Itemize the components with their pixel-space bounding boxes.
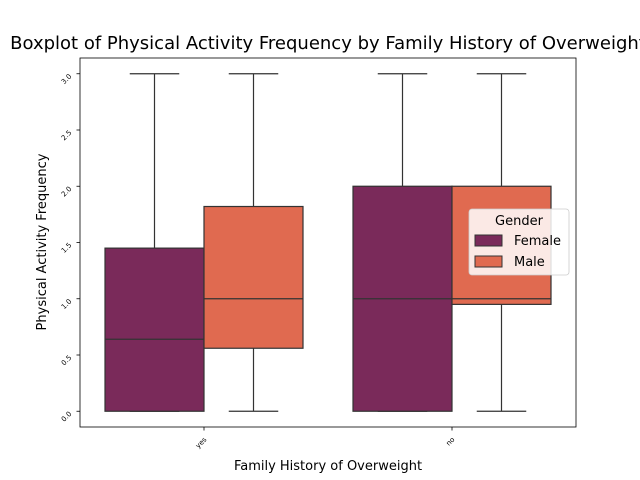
- x-tick-label-yes: yes: [194, 436, 208, 450]
- x-tick-label-no: no: [445, 436, 457, 448]
- x-axis: yes no: [194, 427, 456, 450]
- box-female-no: [352, 73, 453, 412]
- y-tick-label: 3.0: [60, 73, 74, 87]
- box-female-yes: [104, 73, 205, 412]
- y-tick-label: 1.0: [60, 298, 74, 312]
- chart-title: Boxplot of Physical Activity Frequency b…: [10, 33, 640, 54]
- legend-swatch-male: [474, 255, 503, 268]
- y-tick-label: 0.5: [60, 354, 74, 368]
- box-body: [104, 247, 205, 412]
- y-tick-label: 1.5: [60, 241, 74, 255]
- legend-swatch-female: [474, 234, 503, 247]
- y-tick-label: 2.5: [60, 129, 74, 143]
- y-axis-label: Physical Activity Frequency: [35, 153, 50, 330]
- legend: Gender Female Male: [468, 208, 570, 276]
- box-body: [203, 205, 304, 349]
- legend-title: Gender: [495, 214, 544, 229]
- legend-label-male: Male: [514, 255, 545, 270]
- y-axis: 0.0 0.5 1.0 1.5 2.0 2.5 3.0: [60, 73, 80, 424]
- y-tick-label: 2.0: [60, 185, 74, 199]
- x-axis-label: Family History of Overweight: [234, 459, 422, 474]
- legend-label-female: Female: [514, 234, 561, 249]
- y-tick-label: 0.0: [60, 410, 74, 424]
- box-male-yes: [203, 73, 304, 412]
